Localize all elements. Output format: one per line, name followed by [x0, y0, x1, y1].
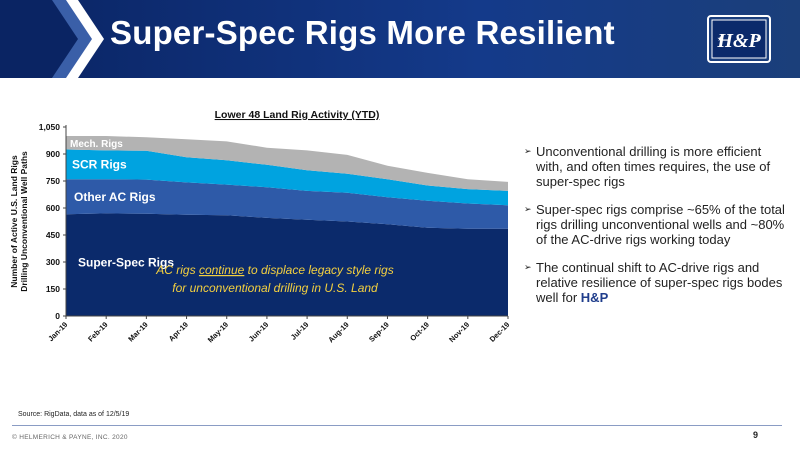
svg-text:H&P: H&P [716, 30, 761, 52]
x-tick-label: Mar-19 [126, 320, 149, 343]
y-tick-label: 1,050 [39, 122, 61, 132]
area-series-2 [66, 149, 508, 206]
page-number: 9 [753, 430, 759, 440]
bullet-text: The continual shift to AC-drive rigs and… [536, 260, 783, 305]
x-tick-label: Dec-19 [488, 320, 512, 344]
area-series-1 [66, 179, 508, 229]
x-tick-label: Oct-19 [408, 320, 431, 343]
x-tick-label: Jun-19 [247, 320, 270, 343]
series-label: Super-Spec Rigs [78, 255, 174, 269]
bullet-text: Unconventional drilling is more efficien… [536, 144, 771, 189]
page-title: Super-Spec Rigs More Resilient [110, 14, 615, 51]
annotation-line2: for unconventional drilling in U.S. Land [172, 281, 378, 295]
series-label: Other AC Rigs [74, 190, 156, 204]
chart-svg: Lower 48 Land Rig Activity (YTD) Super-Sp… [9, 109, 512, 344]
y-tick-label: 750 [46, 176, 60, 186]
area-series-0 [66, 213, 508, 316]
copyright-text: © HELMERICH & PAYNE, INC. 2020 [12, 434, 128, 441]
y-tick-label: 300 [46, 257, 60, 267]
x-tick-label: May-19 [206, 320, 230, 344]
x-tick-label: Nov-19 [447, 320, 471, 344]
y-axis-title-line1: Number of Active U.S. Land Rigs [9, 155, 19, 288]
bullet-item: ➢ Super-spec rigs comprise ~65% of the t… [524, 202, 790, 247]
y-tick-label: 450 [46, 230, 60, 240]
x-tick-label: Sep-19 [367, 320, 391, 344]
header-background [0, 0, 800, 78]
bullet-emphasis: H&P [580, 290, 609, 305]
series-label: SCR Rigs [72, 157, 127, 171]
header-chevron-dark [0, 0, 78, 78]
bullet-arrow-icon: ➢ [524, 146, 532, 156]
x-tick-label: Jan-19 [46, 320, 69, 343]
svg-text:★: ★ [717, 35, 723, 43]
y-axis-title-line2: Drilling Unconventional Well Paths [19, 151, 29, 292]
y-tick-label: 600 [46, 203, 60, 213]
source-note: Source: RigData, data as of 12/5/19 [18, 411, 130, 418]
bullet-arrow-icon: ➢ [524, 262, 532, 272]
y-tick-label: 150 [46, 284, 60, 294]
svg-text:★: ★ [755, 35, 761, 43]
x-tick-label: Apr-19 [167, 320, 190, 343]
annotation-emphasis: continue [199, 263, 245, 277]
bullet-item: ➢ Unconventional drilling is more effici… [524, 144, 790, 189]
x-tick-label: Jul-19 [289, 320, 311, 342]
x-tick-label: Feb-19 [86, 320, 109, 343]
bullet-item: ➢ The continual shift to AC-drive rigs a… [524, 260, 790, 305]
footer-divider [12, 425, 782, 426]
bullet-list: ➢ Unconventional drilling is more effici… [524, 144, 790, 318]
y-tick-label: 0 [55, 311, 60, 321]
bullet-arrow-icon: ➢ [524, 204, 532, 214]
area-series-3 [66, 136, 508, 191]
rig-activity-chart: Lower 48 Land Rig Activity (YTD) Super-Sp… [0, 100, 515, 365]
header-banner: Super-Spec Rigs More Resilient H&P ★ ★ [0, 0, 800, 78]
series-label: Mech. Rigs [70, 139, 123, 150]
chart-title: Lower 48 Land Rig Activity (YTD) [215, 109, 380, 121]
y-tick-label: 900 [46, 149, 60, 159]
annotation-line1: AC rigs continue to displace legacy styl… [155, 263, 393, 277]
x-tick-label: Aug-19 [326, 320, 350, 344]
bullet-text: Super-spec rigs comprise ~65% of the tot… [536, 202, 785, 247]
company-logo: H&P ★ ★ [706, 14, 772, 64]
